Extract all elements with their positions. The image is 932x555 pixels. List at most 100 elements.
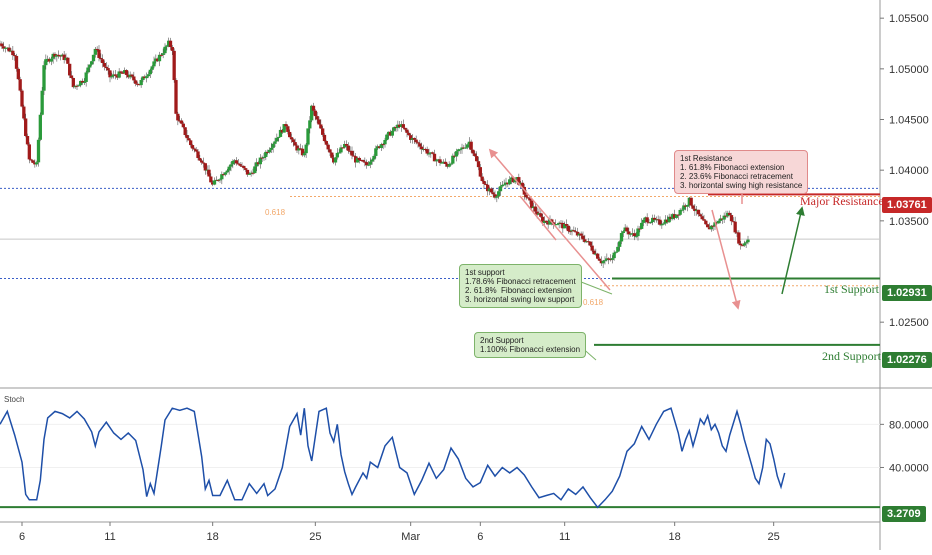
candle-body — [53, 53, 57, 57]
candle-body — [36, 139, 41, 163]
candle-body — [588, 241, 592, 246]
candle-body — [256, 162, 261, 165]
candle-body — [388, 131, 393, 136]
candle-body — [684, 205, 688, 207]
candle-body — [249, 172, 253, 174]
price-tick-label: 1.04500 — [889, 115, 929, 127]
candle-body — [350, 150, 354, 156]
candle-body — [330, 152, 334, 158]
candle-body — [663, 219, 668, 224]
candle-body — [200, 160, 204, 163]
candle-body — [137, 84, 141, 86]
candle-body — [156, 58, 160, 62]
candle-body — [460, 147, 464, 150]
candle-body — [493, 194, 497, 198]
candle-body — [203, 163, 207, 171]
candle-body — [35, 162, 39, 165]
candle-body — [335, 152, 339, 158]
candle-body — [629, 233, 633, 235]
candle-body — [656, 219, 660, 221]
candle-body — [707, 227, 712, 230]
candle-body — [0, 43, 4, 47]
candle-body — [608, 259, 613, 261]
candle-body — [746, 239, 750, 243]
candle-body — [544, 220, 548, 223]
candle-body — [311, 105, 316, 111]
candle-body — [685, 205, 690, 207]
candle-body — [139, 80, 143, 86]
candle-body — [106, 68, 110, 71]
time-tick-label: 11 — [104, 531, 115, 543]
candle-body — [740, 245, 745, 247]
resistance-note: 1st Resistance 1. 61.8% Fibonacci extens… — [674, 150, 809, 194]
candle-body — [603, 260, 607, 262]
candle-body — [662, 223, 666, 225]
candle-body — [638, 228, 642, 230]
candle-body — [343, 144, 347, 148]
candle-body — [667, 216, 671, 223]
stoch-line — [0, 407, 786, 509]
candle-body — [405, 129, 409, 133]
candle-body — [130, 74, 134, 77]
candle-body — [299, 148, 303, 150]
candle-body — [652, 217, 657, 220]
candle-body — [218, 179, 222, 181]
time-tick-label: Mar — [401, 531, 420, 543]
candle-body — [453, 155, 457, 157]
candle-body — [537, 213, 541, 215]
candle-body — [60, 54, 64, 57]
candle-body — [359, 159, 363, 161]
candle-body — [484, 183, 488, 185]
candle-body — [458, 149, 462, 151]
candle-body — [476, 161, 481, 168]
candle-body — [229, 164, 233, 167]
candle-body — [20, 90, 24, 107]
candle-body — [273, 141, 277, 144]
candle-body — [572, 230, 576, 232]
candle-body — [711, 225, 715, 227]
candle-body — [519, 182, 523, 185]
candle-body — [647, 222, 651, 224]
candle-body — [73, 85, 77, 88]
candle-body — [665, 219, 669, 223]
candle-body — [517, 177, 521, 185]
candle-body — [627, 231, 631, 235]
candle-body — [385, 134, 389, 140]
candle-body — [365, 162, 369, 166]
candle-body — [524, 194, 528, 198]
candle-body — [469, 141, 473, 150]
candle-body — [541, 216, 545, 223]
candle-body — [700, 216, 704, 220]
candle-body — [198, 158, 202, 161]
candle-body — [161, 53, 165, 56]
candle-body — [277, 136, 281, 138]
candle-body — [91, 54, 96, 62]
candle-body — [431, 152, 435, 154]
candle-body — [64, 57, 68, 60]
time-tick-label: 18 — [207, 531, 219, 543]
candle-body — [676, 214, 680, 216]
candle-body — [559, 222, 563, 224]
candle-body — [500, 184, 504, 187]
candle-body — [409, 135, 413, 140]
candle-body — [253, 166, 257, 174]
candle-body — [99, 57, 103, 60]
candle-body — [66, 57, 70, 64]
candle-body — [69, 75, 74, 78]
candle-body — [706, 224, 710, 228]
candle-body — [632, 233, 636, 237]
candle-body — [174, 80, 178, 114]
candle-body — [618, 241, 622, 247]
second-support-price-badge: 1.02276 — [882, 352, 932, 368]
candle-body — [326, 144, 330, 150]
candle-body — [93, 48, 97, 55]
candle-body — [135, 83, 140, 85]
candle-body — [425, 149, 429, 154]
time-axis: 6 11 18 25 Mar 6 11 18 25 — [19, 522, 780, 543]
candle-body — [31, 160, 35, 163]
candle-body — [462, 147, 466, 149]
candle-body — [442, 161, 446, 163]
candle-body — [170, 47, 174, 51]
candle-body — [528, 198, 532, 201]
